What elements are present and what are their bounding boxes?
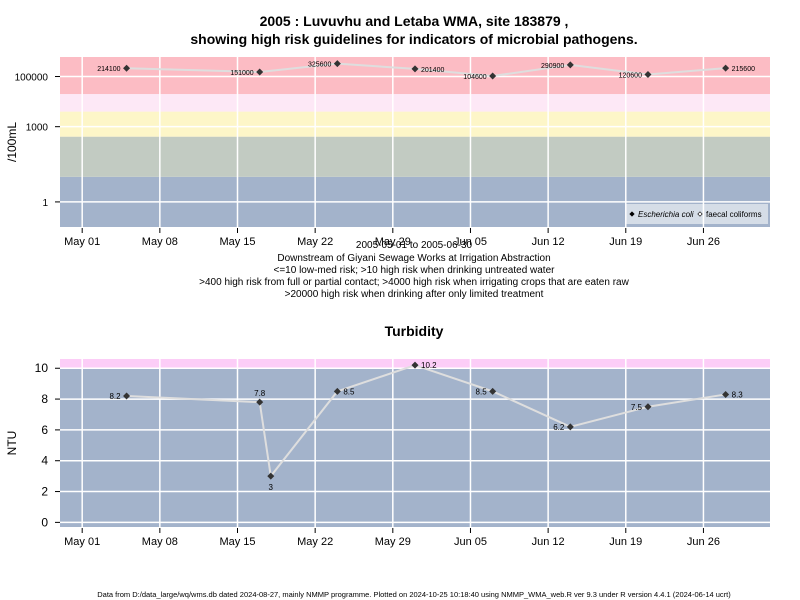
legend-label: Escherichia coli [638, 210, 694, 219]
risk-band-3 [60, 111, 770, 137]
data-label: 325600 [308, 62, 331, 69]
data-label: 6.2 [553, 423, 565, 432]
x-tick-label: Jun 12 [532, 536, 565, 548]
subtitle-line-4: >400 high risk from full or partial cont… [199, 277, 629, 288]
y-tick-label: 1000 [26, 123, 49, 134]
subtitle-line-2: Downstream of Giyani Sewage Works at Irr… [277, 253, 550, 264]
data-label: 120600 [619, 72, 642, 79]
subtitle-line-1: 2005-05-01 to 2005-06-30 [356, 240, 473, 251]
y-tick-label: 0 [41, 515, 48, 529]
data-label: 151000 [230, 70, 253, 77]
footer-note: Data from D:/data_large/wq/wms.db dated … [97, 590, 731, 599]
data-point-7 [644, 70, 652, 78]
data-point-4 [333, 387, 341, 395]
turbidity-title: Turbidity [385, 323, 444, 339]
data-point-9 [722, 390, 730, 398]
y-tick-label: 6 [41, 423, 48, 437]
data-point-4 [411, 65, 419, 73]
data-label: 8.5 [476, 387, 488, 396]
data-label: 7.5 [631, 403, 643, 412]
y-axis-label: /100mL [5, 122, 19, 162]
subtitle-line-5: >20000 high risk when drinking after onl… [285, 289, 544, 300]
risk-band-1 [60, 368, 770, 527]
data-point-5 [489, 72, 497, 80]
data-point-3 [333, 60, 341, 68]
y-tick-label: 4 [41, 454, 48, 468]
legend-label: faecal coliforms [706, 210, 762, 219]
data-point-2 [256, 68, 264, 76]
data-label: 10.2 [421, 361, 437, 370]
y-tick-label: 10 [35, 361, 49, 375]
x-tick-label: May 01 [64, 536, 100, 548]
x-tick-label: Jun 19 [609, 236, 642, 248]
x-tick-label: May 29 [375, 536, 411, 548]
data-label: 8.2 [109, 392, 121, 401]
data-label: 201400 [421, 67, 444, 74]
data-point-6 [566, 61, 574, 69]
data-label: 104600 [463, 74, 486, 81]
chart-title-line2: showing high risk guidelines for indicat… [190, 31, 637, 47]
data-label: 215600 [732, 66, 755, 73]
data-label: 7.8 [254, 389, 266, 398]
x-tick-label: May 08 [142, 536, 178, 548]
data-point-3 [267, 472, 275, 480]
x-tick-label: May 08 [142, 236, 178, 248]
legend-box [626, 204, 768, 224]
x-tick-label: May 22 [297, 236, 333, 248]
data-point-1 [123, 392, 131, 400]
legend-marker-2 [697, 211, 703, 217]
x-tick-label: Jun 05 [454, 236, 487, 248]
data-point-1 [123, 64, 131, 72]
data-label: 3 [269, 483, 274, 492]
x-tick-label: Jun 05 [454, 536, 487, 548]
x-tick-label: Jun 26 [687, 236, 720, 248]
y-tick-label: 1 [42, 198, 48, 209]
data-point-8 [644, 403, 652, 411]
data-point-5 [411, 361, 419, 369]
x-tick-label: May 15 [219, 536, 255, 548]
risk-band-5 [60, 57, 770, 95]
y-tick-label: 100000 [15, 73, 49, 84]
x-tick-label: May 15 [219, 236, 255, 248]
data-label: 214100 [97, 66, 120, 73]
data-point-6 [489, 387, 497, 395]
x-tick-label: May 22 [297, 536, 333, 548]
chart-title-line1: 2005 : Luvuvhu and Letaba WMA, site 1838… [260, 13, 569, 29]
data-label: 8.5 [343, 387, 355, 396]
data-point-7 [566, 423, 574, 431]
data-point-8 [722, 64, 730, 72]
y-axis-label: NTU [5, 431, 19, 456]
x-tick-label: May 29 [375, 236, 411, 248]
data-label: 290900 [541, 63, 564, 70]
x-tick-label: Jun 19 [609, 536, 642, 548]
y-tick-label: 2 [41, 485, 48, 499]
y-tick-label: 8 [41, 392, 48, 406]
x-tick-label: Jun 12 [532, 236, 565, 248]
risk-band-4 [60, 94, 770, 112]
legend-marker-1 [629, 211, 635, 217]
subtitle-line-3: <=10 low-med risk; >10 high risk when dr… [274, 265, 556, 276]
series-line [126, 62, 726, 78]
data-point-2 [256, 398, 264, 406]
turbidity-panel: May 01 May 08 May 15 May 22 May 29 Jun 05 Jun … [5, 359, 770, 548]
risk-band-2 [60, 136, 770, 177]
x-tick-label: May 01 [64, 236, 100, 248]
x-tick-label: Jun 26 [687, 536, 720, 548]
data-label: 8.3 [732, 390, 744, 399]
microbial-panel: May 01 May 08 May 15 May 22 May 29 Jun 05 Jun … [5, 57, 770, 248]
